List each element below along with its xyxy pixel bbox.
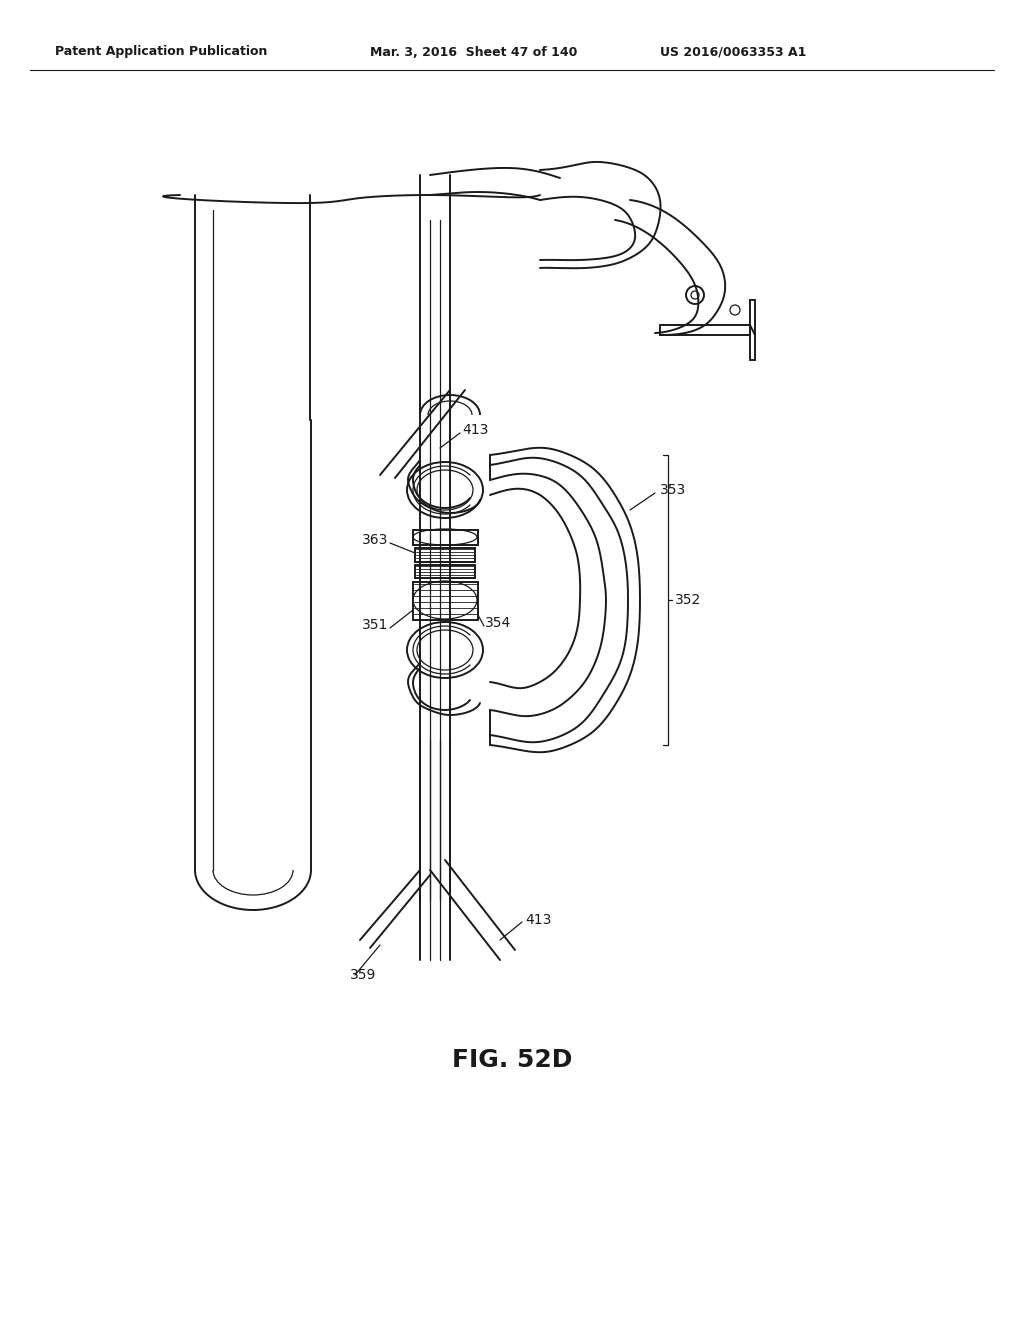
Text: 363: 363 — [361, 533, 388, 546]
Text: 351: 351 — [361, 618, 388, 632]
Text: 352: 352 — [675, 593, 701, 607]
Text: FIG. 52D: FIG. 52D — [452, 1048, 572, 1072]
Text: US 2016/0063353 A1: US 2016/0063353 A1 — [660, 45, 806, 58]
Text: 354: 354 — [485, 616, 511, 630]
Text: 413: 413 — [525, 913, 551, 927]
Text: 413: 413 — [462, 422, 488, 437]
Text: 359: 359 — [350, 968, 377, 982]
Text: Mar. 3, 2016  Sheet 47 of 140: Mar. 3, 2016 Sheet 47 of 140 — [370, 45, 578, 58]
Text: 353: 353 — [660, 483, 686, 498]
Text: Patent Application Publication: Patent Application Publication — [55, 45, 267, 58]
